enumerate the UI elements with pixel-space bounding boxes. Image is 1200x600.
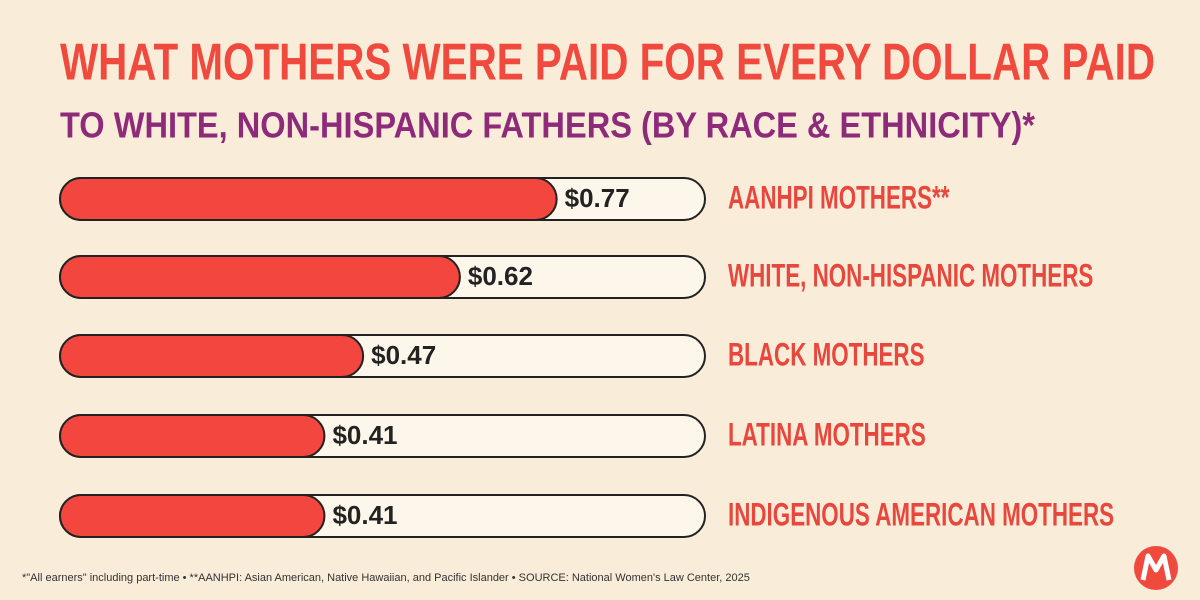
value-label: $0.41 [332,420,397,450]
bar [59,494,326,538]
logo [1134,546,1178,590]
category-label: BLACK MOTHERS [728,336,925,372]
value-label: $0.77 [565,183,630,213]
footnote: *"All earners" including part-time • **A… [22,572,750,584]
category-label: WHITE, NON-HISPANIC MOTHERS [728,257,1093,293]
value-label: $0.47 [371,340,436,370]
value-label: $0.62 [468,261,533,291]
bar [59,255,461,299]
bar [59,334,365,378]
chart-title: WHAT MOTHERS WERE PAID FOR EVERY DOLLAR … [60,34,1155,92]
category-label: AANHPI MOTHERS** [728,179,950,215]
category-label: INDIGENOUS AMERICAN MOTHERS [728,496,1114,532]
bar [59,414,326,458]
value-label: $0.41 [332,500,397,530]
bar [59,177,558,221]
category-label: LATINA MOTHERS [728,416,926,452]
chart-subtitle: TO WHITE, NON-HISPANIC FATHERS (BY RACE … [60,105,1035,146]
logo-mark [1140,553,1172,581]
